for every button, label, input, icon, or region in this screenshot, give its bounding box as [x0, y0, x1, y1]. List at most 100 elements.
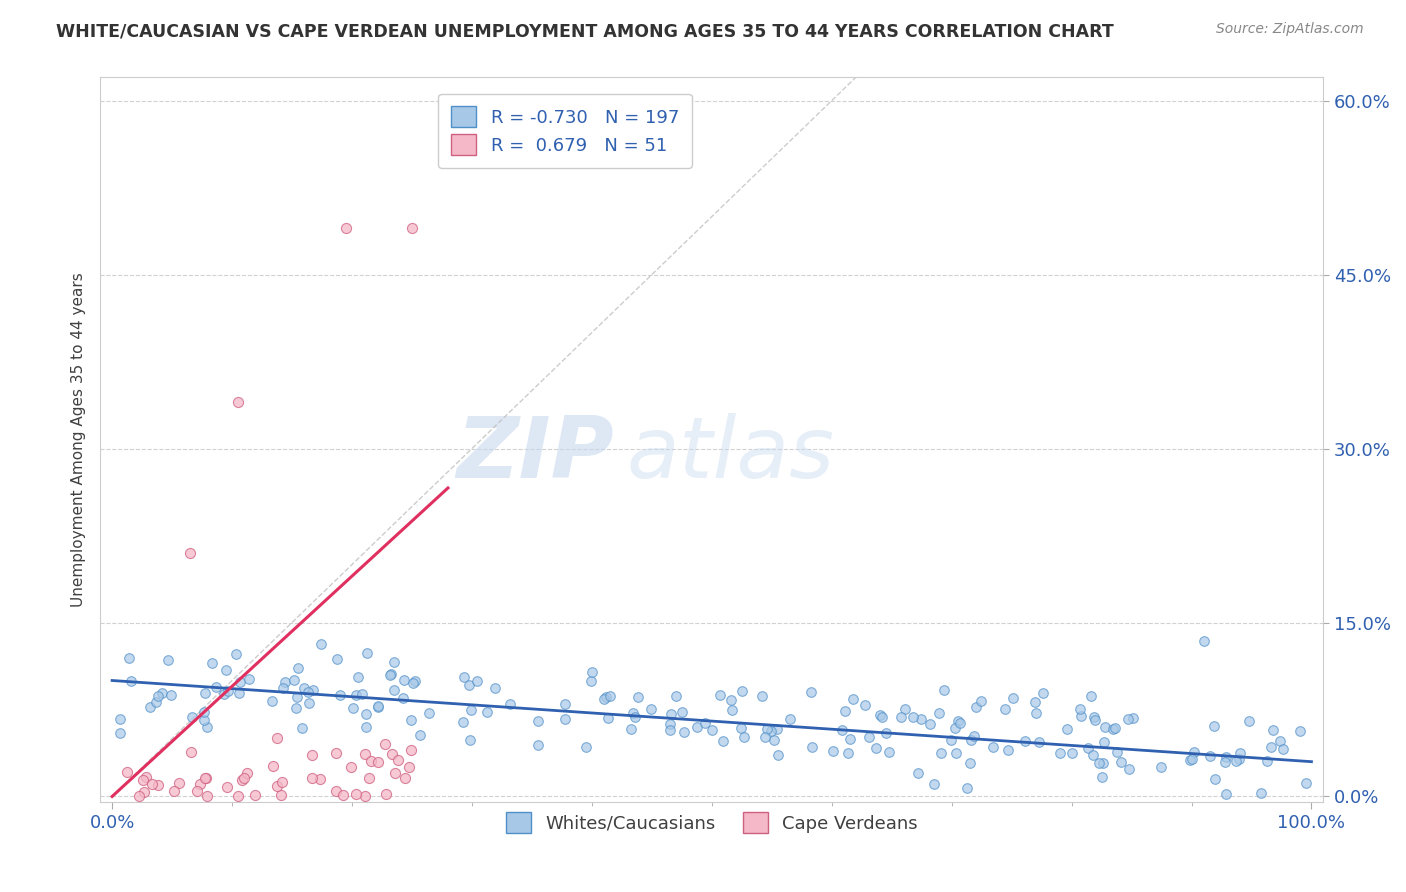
Point — [179, 546, 201, 560]
Point — [903, 710, 925, 724]
Point — [1102, 722, 1125, 736]
Point — [939, 733, 962, 747]
Point — [235, 766, 257, 780]
Point — [963, 729, 986, 743]
Point — [1024, 695, 1046, 709]
Point — [1118, 762, 1140, 776]
Point — [945, 746, 967, 760]
Point — [960, 733, 983, 747]
Point — [965, 700, 987, 714]
Point — [1116, 712, 1139, 726]
Point — [214, 687, 236, 701]
Point — [934, 683, 956, 698]
Legend: Whites/Caucasians, Cape Verdeans: Whites/Caucasians, Cape Verdeans — [495, 801, 929, 844]
Point — [325, 784, 347, 798]
Point — [162, 784, 184, 798]
Point — [1032, 686, 1054, 700]
Point — [215, 663, 238, 677]
Point — [229, 674, 252, 689]
Point — [301, 772, 323, 786]
Point — [1025, 706, 1047, 720]
Point — [756, 722, 779, 736]
Point — [1092, 756, 1115, 770]
Point — [394, 673, 416, 688]
Point — [1014, 734, 1036, 748]
Point — [997, 743, 1019, 757]
Point — [391, 691, 413, 706]
Point — [720, 693, 742, 707]
Point — [733, 730, 755, 744]
Point — [354, 707, 377, 722]
Point — [929, 747, 952, 761]
Point — [759, 723, 782, 738]
Point — [1272, 741, 1295, 756]
Point — [458, 733, 481, 747]
Point — [621, 706, 644, 721]
Point — [302, 683, 325, 698]
Point — [360, 754, 382, 768]
Point — [1199, 748, 1222, 763]
Point — [291, 721, 314, 735]
Point — [959, 756, 981, 770]
Point — [217, 683, 239, 698]
Point — [148, 689, 170, 703]
Point — [1094, 720, 1116, 734]
Point — [910, 712, 932, 726]
Point — [659, 707, 682, 722]
Point — [946, 714, 969, 729]
Point — [356, 646, 378, 660]
Point — [1237, 714, 1260, 728]
Point — [399, 713, 422, 727]
Point — [1091, 770, 1114, 784]
Point — [693, 716, 716, 731]
Point — [1256, 754, 1278, 768]
Point — [357, 771, 380, 785]
Point — [595, 690, 617, 704]
Point — [146, 778, 169, 792]
Point — [1263, 723, 1285, 738]
Point — [141, 777, 163, 791]
Point — [1122, 711, 1144, 725]
Point — [180, 710, 202, 724]
Point — [620, 723, 643, 737]
Point — [1083, 710, 1105, 724]
Point — [1182, 745, 1205, 759]
Point — [128, 789, 150, 804]
Point — [624, 710, 647, 724]
Point — [110, 712, 132, 726]
Point — [274, 675, 297, 690]
Point — [970, 694, 993, 708]
Point — [659, 723, 682, 738]
Point — [404, 673, 426, 688]
Point — [943, 721, 966, 735]
Point — [890, 710, 912, 724]
Point — [225, 647, 247, 661]
Point — [554, 697, 576, 711]
Point — [730, 684, 752, 698]
Point — [1289, 724, 1312, 739]
Point — [1087, 756, 1109, 770]
Point — [382, 655, 405, 669]
Point — [842, 692, 865, 706]
Point — [475, 706, 498, 720]
Point — [837, 746, 859, 760]
Point — [325, 746, 347, 760]
Point — [335, 221, 357, 235]
Point — [451, 715, 474, 730]
Point — [217, 780, 239, 794]
Point — [346, 688, 368, 702]
Point — [853, 698, 876, 713]
Point — [918, 716, 941, 731]
Point — [751, 689, 773, 703]
Point — [592, 692, 614, 706]
Point — [879, 745, 901, 759]
Point — [671, 705, 693, 719]
Point — [231, 772, 253, 787]
Point — [1049, 746, 1071, 760]
Point — [283, 673, 305, 687]
Point — [193, 705, 215, 719]
Point — [1229, 747, 1251, 761]
Point — [875, 726, 897, 740]
Point — [499, 698, 522, 712]
Point — [399, 743, 422, 757]
